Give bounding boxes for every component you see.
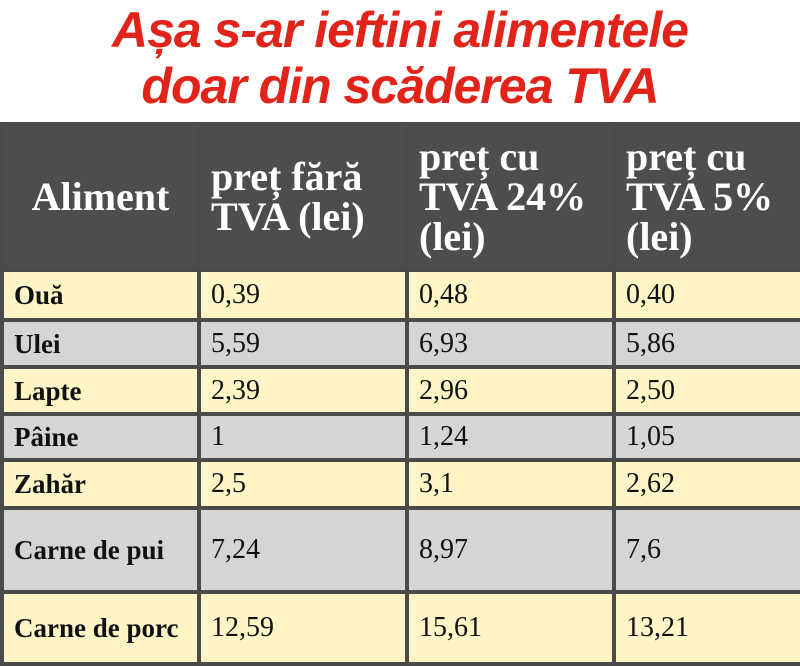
price-cell: 2,96 <box>405 365 616 416</box>
table-row: Ouă 0,39 0,48 0,40 <box>0 268 800 322</box>
table-row: Carne de pui 7,24 8,97 7,6 <box>0 506 800 594</box>
title: Așa s-ar ieftini alimentele doar din scăd… <box>0 0 800 122</box>
food-cell: Zahăr <box>0 458 201 510</box>
price-cell: 7,6 <box>612 506 800 594</box>
food-cell: Pâine <box>0 412 201 462</box>
price-cell: 15,61 <box>405 590 616 666</box>
price-cell: 2,62 <box>612 458 800 510</box>
price-cell: 1,24 <box>405 412 616 462</box>
price-cell: 5,59 <box>197 318 409 369</box>
price-cell: 0,48 <box>405 268 616 322</box>
header-row: Aliment preț fără TVA (lei) preț cu TVA 24… <box>0 122 800 272</box>
table-row: Ulei 5,59 6,93 5,86 <box>0 318 800 369</box>
price-cell: 0,40 <box>612 268 800 322</box>
price-cell: 0,39 <box>197 268 409 322</box>
table-row: Pâine 1 1,24 1,05 <box>0 412 800 462</box>
column-header: preț fără TVA (lei) <box>197 122 409 272</box>
table-row: Zahăr 2,5 3,1 2,62 <box>0 458 800 510</box>
price-cell: 3,1 <box>405 458 616 510</box>
title-line: doar din scăderea TVA <box>141 58 659 114</box>
price-cell: 8,97 <box>405 506 616 594</box>
price-table: Aliment preț fără TVA (lei) preț cu TVA 24… <box>0 122 800 666</box>
food-cell: Carne de pui <box>0 506 201 594</box>
price-cell: 5,86 <box>612 318 800 369</box>
food-cell: Carne de porc <box>0 590 201 666</box>
price-cell: 13,21 <box>612 590 800 666</box>
food-cell: Lapte <box>0 365 201 416</box>
price-cell: 1 <box>197 412 409 462</box>
table-body: Ouă 0,39 0,48 0,40 Ulei 5,59 6,93 5,86 Lapte 2,39… <box>0 268 800 666</box>
title-line: Așa s-ar ieftini alimentele <box>111 2 689 58</box>
price-cell: 2,5 <box>197 458 409 510</box>
column-header: preț cu TVA 24% (lei) <box>405 122 616 272</box>
price-cell: 1,05 <box>612 412 800 462</box>
column-header: Aliment <box>0 122 201 272</box>
food-cell: Ulei <box>0 318 201 369</box>
price-cell: 7,24 <box>197 506 409 594</box>
price-cell: 2,50 <box>612 365 800 416</box>
price-cell: 2,39 <box>197 365 409 416</box>
column-header: preț cu TVA 5% (lei) <box>612 122 800 272</box>
table-row: Carne de porc 12,59 15,61 13,21 <box>0 590 800 666</box>
food-cell: Ouă <box>0 268 201 322</box>
table-row: Lapte 2,39 2,96 2,50 <box>0 365 800 416</box>
price-cell: 6,93 <box>405 318 616 369</box>
price-cell: 12,59 <box>197 590 409 666</box>
